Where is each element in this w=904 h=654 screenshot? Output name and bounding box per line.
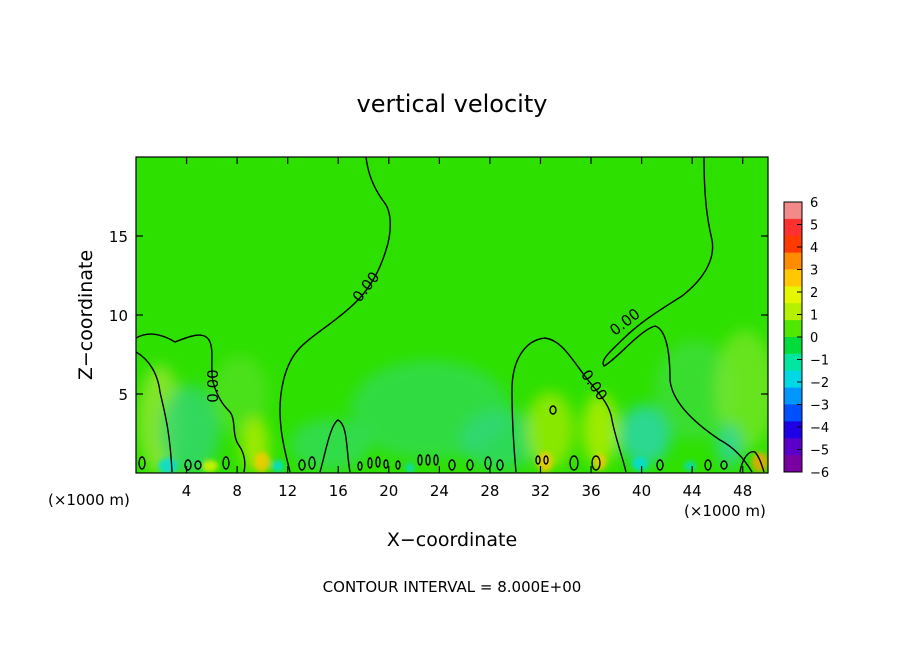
contour-left-inner [136, 351, 173, 473]
colorbar-label: −6 [810, 466, 829, 481]
colorbar-swatch [784, 286, 802, 304]
contour-label: 0.00 [204, 369, 222, 402]
x-unit-right: (×1000 m) [684, 502, 766, 520]
x-tick-label: 4 [182, 482, 192, 500]
colorbar-swatch [784, 438, 802, 456]
contour-right-plume [602, 157, 753, 473]
zero-contours [136, 157, 765, 473]
x-tick-label: 32 [531, 482, 550, 500]
y-tick-label: 15 [109, 228, 128, 246]
colorbar-label: 4 [810, 241, 818, 256]
colorbar-label: −5 [810, 444, 829, 459]
colorbar-swatch [784, 353, 802, 372]
x-tick-label: 40 [632, 482, 651, 500]
y-tick-label: 5 [118, 386, 128, 404]
colorbar-label: −3 [810, 399, 829, 414]
colorbar-swatch [784, 387, 802, 405]
contour-right-block [511, 337, 627, 473]
contour-far-right [739, 451, 765, 473]
field-patches [138, 330, 768, 473]
colorbar-label: −4 [810, 421, 829, 436]
colorbar-swatch [784, 421, 802, 439]
x-tick-label: 24 [430, 482, 449, 500]
colorbar-swatch [784, 404, 802, 422]
colorbar-swatch [784, 202, 802, 220]
x-tick-label: 8 [232, 482, 242, 500]
y-axis-ticks: 5 10 15 [109, 228, 768, 404]
colorbar-swatch [784, 269, 802, 287]
plot-area: 0.00 0.00 0.00 0.00 [136, 157, 768, 473]
colorbar-swatch [784, 370, 802, 389]
colorbar-label: −1 [810, 354, 829, 369]
colorbar-label: 1 [810, 309, 818, 324]
colorbar-label: 6 [810, 196, 818, 211]
contour-interval-note: CONTOUR INTERVAL = 8.000E+00 [323, 578, 582, 596]
colorbar-swatch [784, 320, 802, 338]
colorbar-swatch [784, 252, 802, 270]
y-axis-label: Z−coordinate [75, 250, 97, 380]
contour-mid [319, 419, 351, 473]
x-tick-label: 36 [581, 482, 600, 500]
x-tick-label: 28 [480, 482, 499, 500]
contour-left [136, 333, 246, 473]
colorbar-swatch [784, 218, 802, 237]
x-tick-label: 16 [329, 482, 348, 500]
x-axis-label: X−coordinate [387, 529, 517, 551]
colorbar-swatch [784, 235, 802, 254]
chart-title: vertical velocity [357, 90, 548, 118]
colorbar-label: −2 [810, 376, 829, 391]
colorbar-label: 3 [810, 264, 818, 279]
colorbar-label: 2 [810, 286, 818, 301]
x-tick-label: 48 [733, 482, 752, 500]
colorbar-label: 5 [810, 219, 818, 234]
x-axis-ticks: 4 8 12 16 20 24 28 32 36 40 44 48 [182, 157, 752, 500]
contour-plume-left [279, 157, 391, 473]
y-tick-label: 10 [109, 307, 128, 325]
x-tick-label: 44 [683, 482, 702, 500]
x-tick-label: 12 [278, 482, 297, 500]
colorbar: 6 5 4 3 2 1 0 −1 −2 −3 −4 −5 −6 [783, 196, 829, 481]
x-tick-label: 20 [379, 482, 398, 500]
colorbar-swatch [784, 337, 802, 355]
colorbar-swatch [784, 303, 802, 321]
colorbar-swatch [784, 455, 802, 473]
x-unit-left: (×1000 m) [48, 491, 130, 509]
colorbar-label: 0 [810, 331, 818, 346]
surface-speckle [158, 452, 768, 473]
surface-cells [138, 454, 728, 471]
